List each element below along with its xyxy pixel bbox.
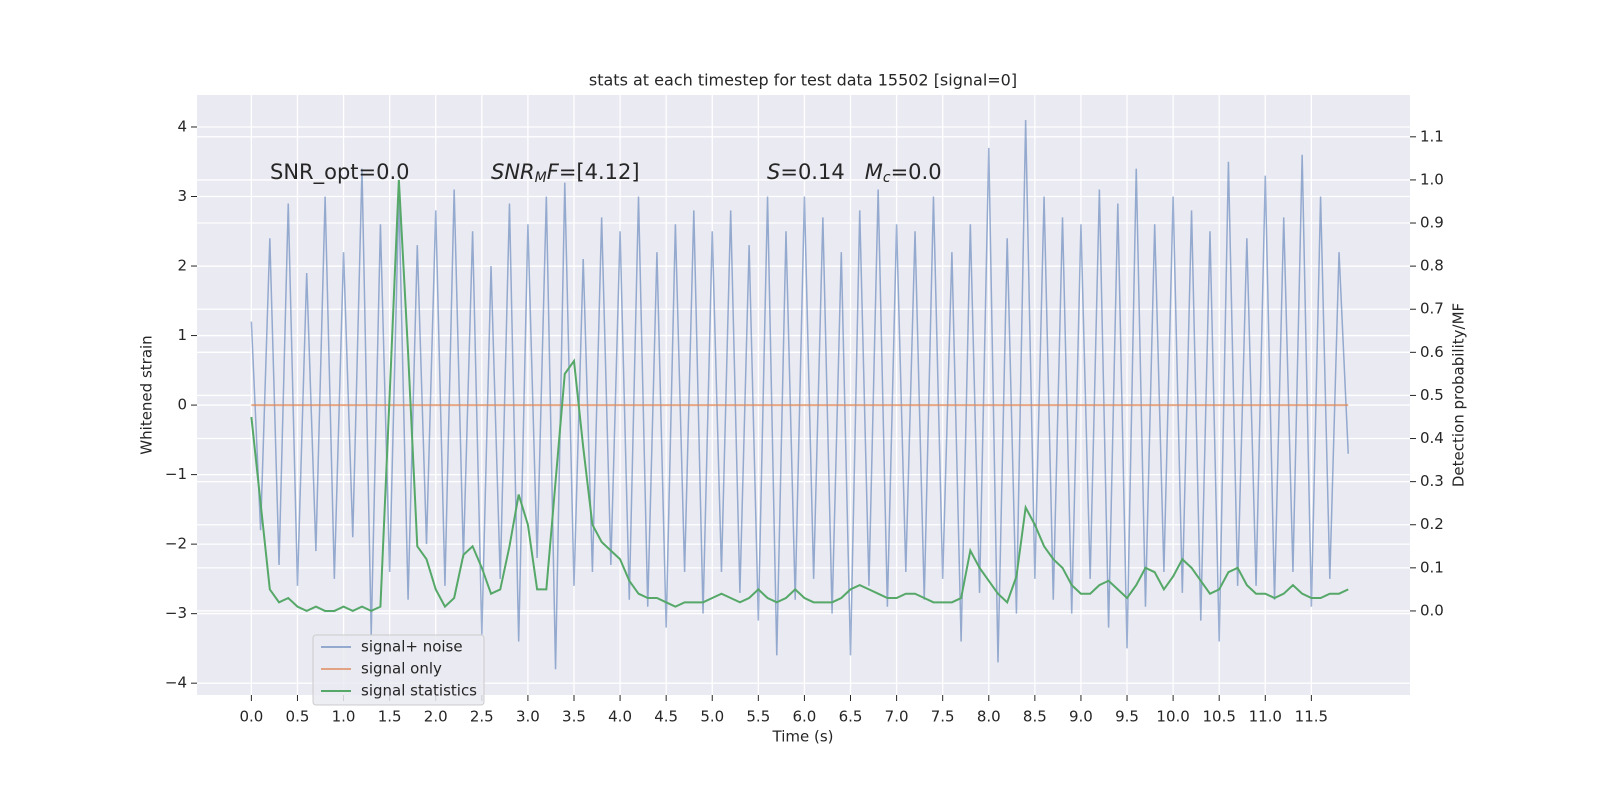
y2-tick-label: 1.0 — [1420, 170, 1444, 188]
legend-label: signal statistics — [361, 682, 477, 700]
y2-tick-label: 0.5 — [1420, 386, 1444, 404]
x-tick-label: 9.0 — [1069, 708, 1093, 726]
x-tick-label: 0.5 — [286, 708, 310, 726]
x-tick-label: 10.5 — [1202, 708, 1235, 726]
y2-tick-label: 0.2 — [1420, 515, 1444, 533]
series-line — [250, 179, 1349, 613]
annotation-part: SNR — [491, 160, 535, 184]
x-tick-label: 7.0 — [885, 708, 909, 726]
x-tick-label: 4.5 — [654, 708, 678, 726]
annotation-part: F — [547, 160, 560, 184]
chart-title: stats at each timestep for test data 155… — [589, 71, 1017, 90]
legend-label: signal only — [361, 660, 442, 678]
y2-tick-label: 0.0 — [1420, 601, 1444, 619]
annotation-part: c — [883, 170, 891, 186]
y2-tick-label: 0.1 — [1420, 558, 1444, 576]
y-tick-label: −4 — [165, 674, 187, 692]
annotation-part: =0.0 — [891, 160, 942, 184]
y-tick-label: 3 — [177, 187, 187, 205]
annotation: SNRMF=[4.12] — [491, 160, 640, 186]
x-tick-label: 8.0 — [977, 708, 1001, 726]
y2-axis-label: Detection probability/MF — [1450, 303, 1468, 487]
y-tick-label: 4 — [177, 117, 187, 135]
y2-tick-label: 0.7 — [1420, 300, 1444, 318]
x-tick-label: 10.0 — [1156, 708, 1189, 726]
y2-tick-label: 0.4 — [1420, 429, 1444, 447]
y-tick-label: −3 — [165, 604, 187, 622]
x-tick-label: 5.0 — [700, 708, 724, 726]
x-tick-label: 6.5 — [839, 708, 863, 726]
x-tick-label: 7.5 — [931, 708, 955, 726]
x-tick-label: 2.0 — [424, 708, 448, 726]
x-axis-label: Time (s) — [772, 728, 834, 746]
y-tick-label: −1 — [165, 465, 187, 483]
annotation-part: =0.14 — [780, 160, 864, 184]
annotation-part: =[4.12] — [559, 160, 640, 184]
y2-tick-label: 0.9 — [1420, 214, 1444, 232]
y-tick-label: −2 — [165, 535, 187, 553]
y-tick-label: 1 — [177, 326, 187, 344]
x-tick-label: 11.0 — [1249, 708, 1282, 726]
x-tick-label: 1.5 — [378, 708, 402, 726]
series-line — [250, 120, 1349, 670]
y2-tick-label: 1.1 — [1420, 127, 1444, 145]
x-tick-label: 8.5 — [1023, 708, 1047, 726]
annotation-part: M — [535, 170, 547, 186]
y2-tick-label: 0.6 — [1420, 343, 1444, 361]
legend-box — [312, 634, 485, 706]
x-tick-label: 5.5 — [746, 708, 770, 726]
x-tick-label: 0.0 — [239, 708, 263, 726]
x-tick-label: 6.0 — [792, 708, 816, 726]
annotation: SNR_opt=0.0 — [270, 160, 410, 185]
y2-tick-label: 0.3 — [1420, 472, 1444, 490]
x-tick-label: 4.0 — [608, 708, 632, 726]
x-tick-label: 2.5 — [470, 708, 494, 726]
x-tick-label: 3.0 — [516, 708, 540, 726]
y-axis-label: Whitened strain — [138, 335, 156, 454]
x-tick-label: 11.5 — [1295, 708, 1328, 726]
annotation-part: SNR_opt=0.0 — [270, 160, 410, 185]
legend-label: signal+ noise — [361, 638, 463, 656]
y-tick-label: 2 — [177, 257, 187, 275]
annotation-part: M — [865, 160, 883, 184]
annotation: S=0.14 Mc=0.0 — [767, 160, 942, 186]
x-tick-label: 1.0 — [332, 708, 356, 726]
x-tick-label: 3.5 — [562, 708, 586, 726]
y2-tick-label: 0.8 — [1420, 257, 1444, 275]
x-tick-label: 9.5 — [1115, 708, 1139, 726]
y-tick-label: 0 — [177, 396, 187, 414]
annotation-part: S — [767, 160, 780, 184]
